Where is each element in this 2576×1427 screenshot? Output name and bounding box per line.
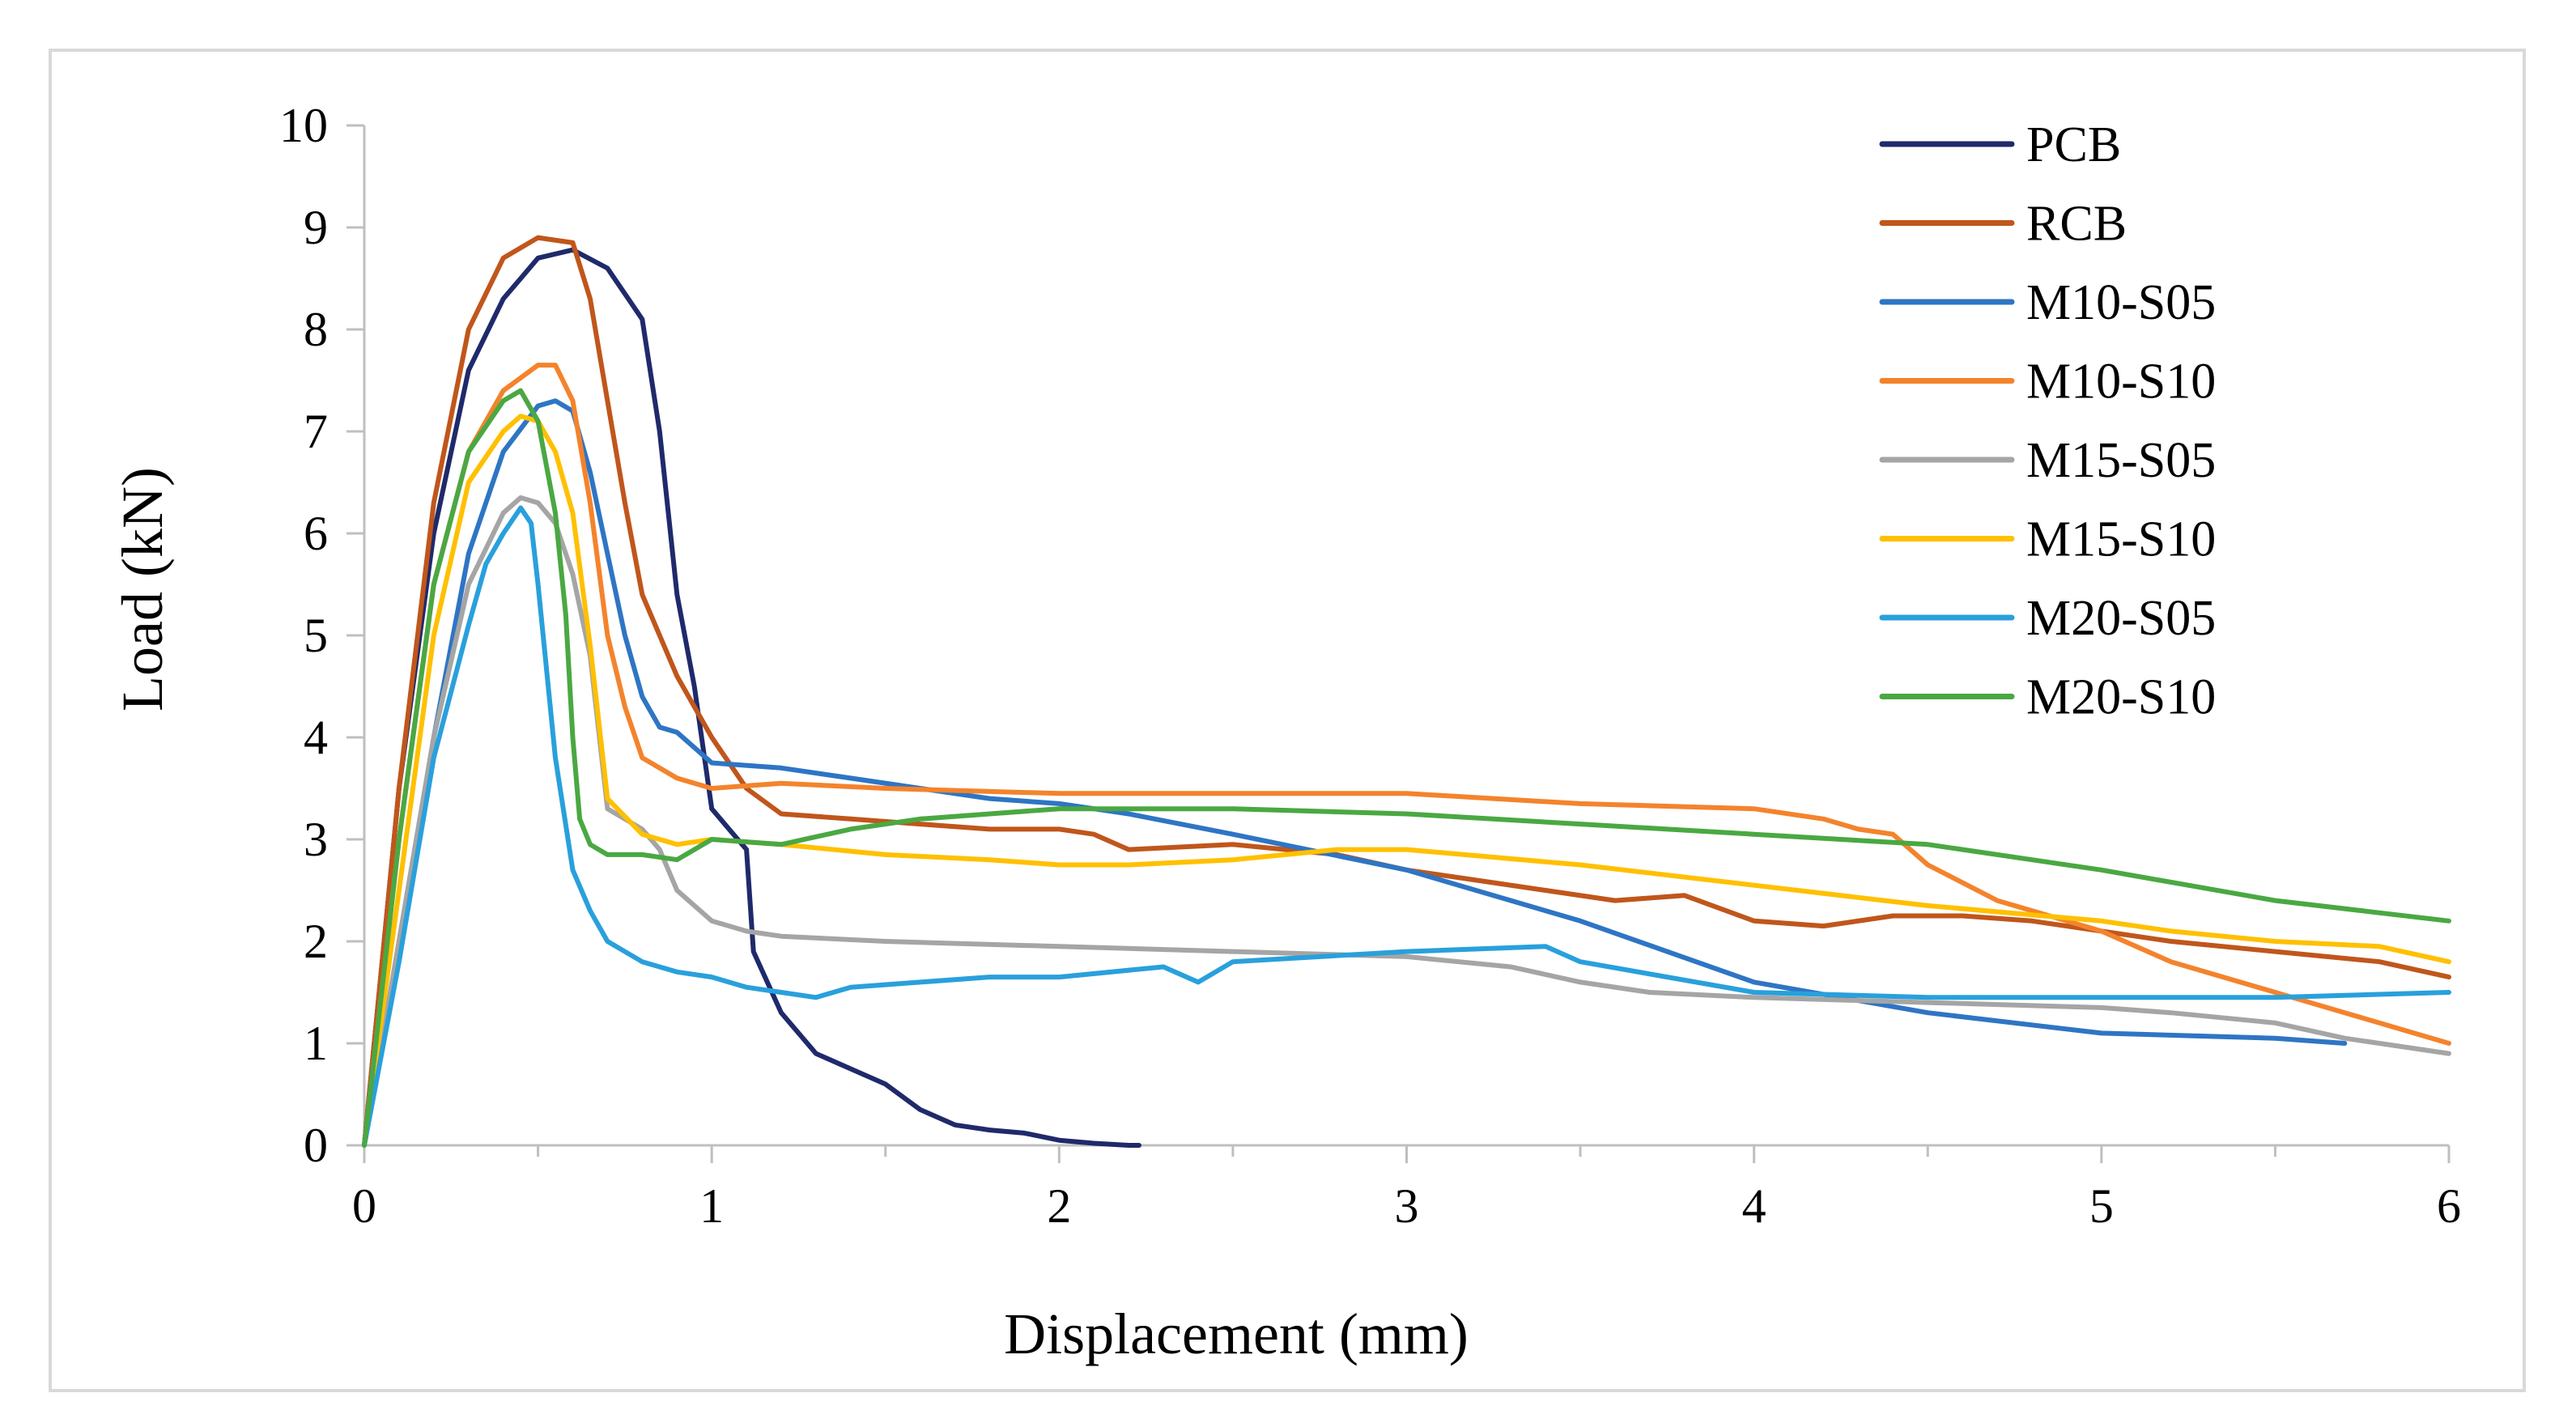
series-layer	[362, 235, 2451, 1148]
x-tick-label: 5	[2089, 1179, 2114, 1233]
legend-label-m15-s10: M15-S10	[2026, 512, 2216, 567]
y-tick-label: 0	[304, 1119, 328, 1172]
legend-label-m10-s10: M10-S10	[2026, 355, 2216, 410]
x-tick-label: 6	[2437, 1179, 2461, 1233]
series-line-m15-s10	[362, 414, 2451, 1148]
series-line-m10-s05	[362, 398, 2348, 1148]
y-tick-label: 1	[304, 1017, 328, 1070]
legend-label-m20-s05: M20-S05	[2026, 591, 2216, 646]
x-tick-label: 1	[699, 1179, 724, 1233]
x-tick-label: 0	[352, 1179, 376, 1233]
series-line-m20-s05	[362, 505, 2451, 1148]
legend: PCB RCB M10-S05 M10-S10 M15-S05 M15-S10 M20-S0…	[1879, 117, 2216, 725]
series-line-m20-s10	[362, 388, 2451, 1148]
y-tick-label: 9	[304, 201, 328, 254]
y-tick-label: 5	[304, 609, 328, 662]
legend-label-rcb: RCB	[2026, 197, 2127, 252]
y-tick-label: 4	[304, 711, 328, 764]
y-tick-label: 6	[304, 507, 328, 560]
chart-frame	[49, 49, 2526, 1392]
x-tick-label: 3	[1395, 1179, 1419, 1233]
y-tick-label: 8	[304, 303, 328, 356]
y-axis-title: Load (kN)	[110, 467, 175, 711]
x-axis-title: Displacement (mm)	[1004, 1302, 1469, 1366]
legend-label-m15-s05: M15-S05	[2026, 433, 2216, 488]
y-tick-label: 2	[304, 915, 328, 968]
legend-label-m20-s10: M20-S10	[2026, 670, 2216, 725]
x-tick-label: 4	[1742, 1179, 1766, 1233]
y-tick-label: 7	[304, 405, 328, 458]
series-line-m15-s05	[362, 495, 2451, 1148]
y-tick-label: 10	[279, 99, 328, 152]
y-tick-label: 3	[304, 813, 328, 866]
axes: 0 1 2 3 4 5 6 7 8 9 10 0 1 2 3 4 5 6	[279, 99, 2461, 1233]
x-tick-label: 2	[1047, 1179, 1071, 1233]
series-line-pcb	[362, 247, 1141, 1148]
series-line-rcb	[362, 235, 2451, 1148]
legend-label-pcb: PCB	[2026, 117, 2121, 172]
legend-label-m10-s05: M10-S05	[2026, 275, 2216, 330]
